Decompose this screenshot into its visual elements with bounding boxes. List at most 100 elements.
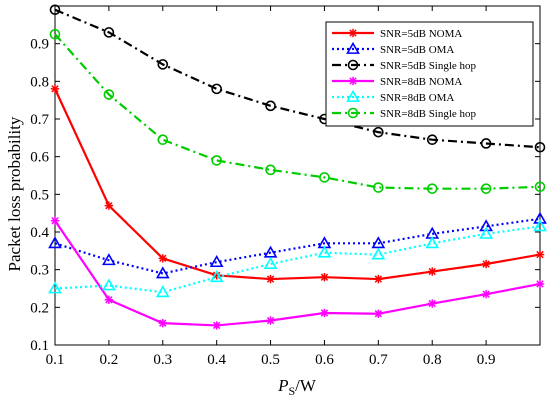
data-point — [535, 279, 545, 289]
data-point — [209, 255, 224, 268]
legend-marker — [348, 76, 358, 86]
data-point — [374, 309, 383, 318]
data-point — [428, 299, 437, 308]
marker-stroke — [320, 273, 329, 281]
series-3 — [50, 216, 545, 330]
marker-stroke — [320, 309, 329, 317]
data-point — [481, 259, 491, 269]
data-point — [320, 308, 329, 318]
data-point — [48, 281, 62, 294]
x-axis-label-unit: /W — [295, 376, 317, 395]
data-point — [265, 164, 276, 176]
data-point — [534, 141, 546, 153]
y-tick-label: 0.7 — [30, 112, 49, 128]
data-point — [49, 28, 61, 40]
y-tick-label: 0.4 — [30, 225, 49, 241]
legend-marker — [347, 107, 359, 119]
data-point — [263, 245, 278, 258]
marker-stroke — [266, 316, 275, 325]
y-tick-label: 0.6 — [30, 150, 49, 166]
legend-entry: SNR=8dB NOMA — [332, 76, 462, 88]
legend-label: SNR=5dB OMA — [380, 44, 454, 56]
x-tick-label: 0.3 — [153, 352, 172, 368]
legend-label: SNR=8dB OMA — [380, 92, 454, 104]
x-tick-label: 0.9 — [477, 352, 496, 368]
data-point — [320, 273, 329, 282]
data-point — [211, 83, 222, 95]
data-point — [533, 211, 547, 224]
data-point — [535, 250, 545, 259]
data-point — [102, 253, 116, 266]
data-point — [155, 266, 170, 279]
data-point — [212, 321, 221, 330]
marker-stroke — [482, 290, 490, 298]
x-tick-label: 0.4 — [207, 352, 226, 368]
legend-entry: SNR=5dB Single hop — [332, 59, 477, 72]
x-tick-label: 0.1 — [46, 352, 65, 368]
data-point — [50, 216, 60, 225]
data-point — [319, 172, 330, 183]
legend-box — [325, 21, 534, 127]
data-point — [480, 138, 492, 149]
data-point — [102, 278, 116, 291]
data-point — [481, 289, 491, 299]
legend-label: SNR=5dB NOMA — [380, 28, 462, 40]
y-tick-label: 0.1 — [30, 338, 49, 354]
data-point — [48, 236, 62, 249]
x-tick-label: 0.6 — [315, 352, 334, 368]
data-point — [371, 247, 386, 260]
marker-stroke — [159, 319, 167, 327]
marker-stroke — [374, 310, 383, 318]
series-5 — [49, 28, 546, 194]
data-point — [425, 236, 440, 249]
series-4 — [48, 219, 547, 298]
marker-stroke — [159, 254, 167, 263]
x-axis-label-main: P — [277, 376, 288, 395]
marker-stroke — [266, 275, 275, 283]
series-line — [54, 220, 541, 327]
legend-label: SNR=8dB NOMA — [380, 76, 462, 88]
data-point — [266, 274, 275, 284]
legend-entry: SNR=5dB NOMA — [332, 28, 462, 40]
data-point — [426, 183, 438, 194]
legend-marker — [348, 28, 358, 38]
marker-stroke — [105, 296, 113, 304]
legend-marker — [347, 59, 359, 71]
data-point — [155, 285, 170, 298]
data-point — [158, 254, 167, 263]
data-point — [373, 182, 384, 193]
data-point — [371, 236, 386, 249]
data-point — [209, 270, 224, 283]
x-tick-label: 0.5 — [261, 352, 280, 368]
data-point — [104, 201, 114, 210]
data-point — [104, 295, 114, 304]
marker-stroke — [51, 217, 59, 225]
data-point — [373, 126, 384, 138]
legend-entry: SNR=8dB OMA — [332, 89, 454, 104]
series-line — [54, 225, 541, 294]
legend-label: SNR=8dB Single hop — [380, 108, 477, 120]
data-point — [428, 267, 437, 276]
data-point — [49, 4, 61, 16]
marker-stroke — [428, 267, 436, 276]
data-point — [50, 84, 60, 94]
data-point — [374, 274, 383, 284]
data-point — [317, 245, 332, 258]
y-tick-label: 0.2 — [30, 300, 49, 316]
data-point — [480, 183, 492, 194]
legend-marker — [346, 89, 360, 102]
marker-stroke — [536, 280, 544, 288]
marker-stroke — [349, 29, 357, 37]
legend: SNR=5dB NOMA SNR=5dB OMA SNR=5dB Single ho… — [325, 21, 534, 127]
x-axis-label: PS/W — [277, 376, 317, 398]
legend-label: SNR=5dB Single hop — [380, 60, 477, 72]
data-point — [263, 256, 278, 269]
data-point — [103, 89, 115, 100]
series-1 — [48, 211, 547, 279]
legend-marker — [346, 41, 360, 54]
x-tick-label: 0.7 — [369, 352, 388, 368]
data-point — [265, 100, 276, 112]
y-axis-label: Packet loss probability — [5, 116, 24, 271]
marker-stroke — [428, 299, 436, 308]
y-tick-label: 0.5 — [30, 187, 49, 203]
